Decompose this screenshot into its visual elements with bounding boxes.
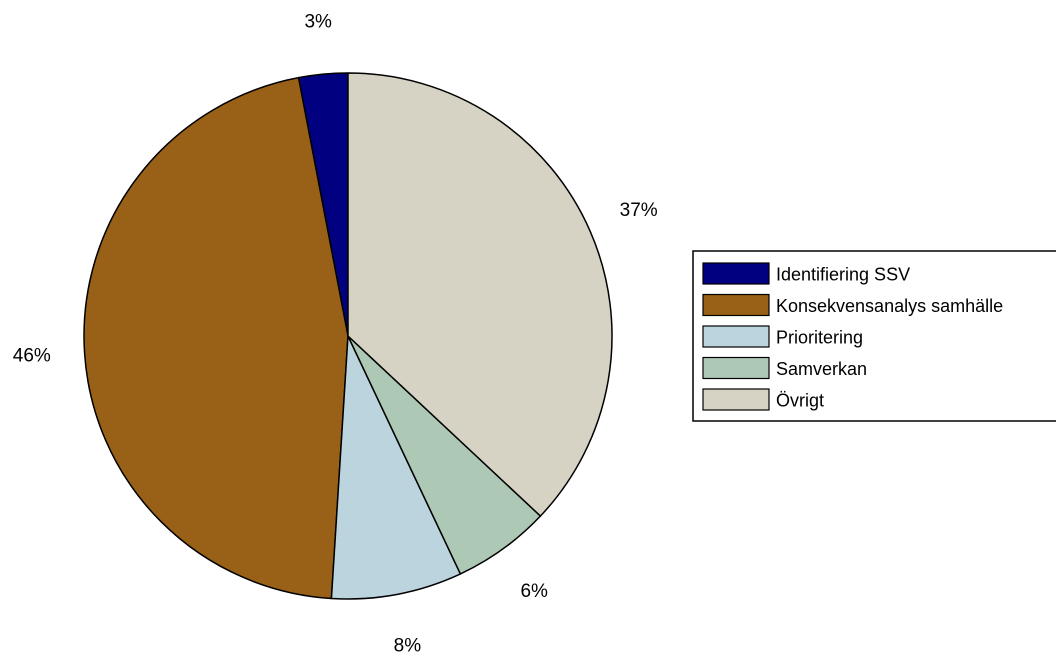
pie-label-identifiering-ssv: 3% bbox=[304, 11, 332, 32]
chart-legend: Identifiering SSV Konsekvensanalys samhäl… bbox=[692, 250, 1056, 422]
legend-label-konsekvensanalys-samhalle: Konsekvensanalys samhälle bbox=[776, 296, 1003, 316]
legend-label-identifiering-ssv: Identifiering SSV bbox=[776, 265, 910, 285]
pie-label-prioritering: 8% bbox=[394, 636, 422, 657]
pie-slice-konsekvensanalys-samhalle bbox=[83, 76, 349, 600]
pie-label-samverkan: 6% bbox=[520, 581, 548, 602]
legend-label-ovrigt: Övrigt bbox=[776, 391, 824, 411]
pie-label-konsekvensanalys-samhalle: 46% bbox=[13, 345, 51, 366]
legend-swatch-prioritering bbox=[702, 325, 770, 348]
pie-slice-ovrigt bbox=[347, 72, 613, 517]
pie-slices bbox=[83, 72, 613, 600]
pie-value-labels: 3% 46% 8% 6% 37% bbox=[13, 11, 658, 656]
pie-label-ovrigt: 37% bbox=[620, 200, 658, 221]
pie-slice-prioritering bbox=[330, 335, 462, 600]
legend-swatch-samverkan bbox=[702, 356, 770, 380]
legend-swatch-ovrigt bbox=[702, 388, 770, 411]
legend-label-prioritering: Prioritering bbox=[776, 328, 863, 348]
legend-swatch-konsekvensanalys-samhalle bbox=[702, 293, 770, 317]
legend-swatch-identifiering-ssv bbox=[702, 262, 770, 285]
legend-label-samverkan: Samverkan bbox=[776, 359, 867, 379]
